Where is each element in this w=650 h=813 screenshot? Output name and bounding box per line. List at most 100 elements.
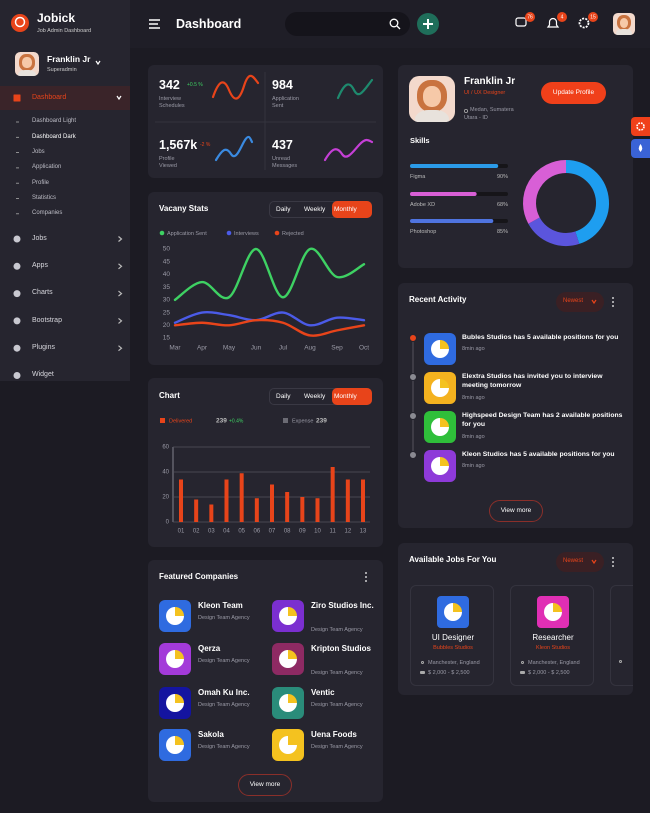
activity-time: 8min ago: [462, 433, 485, 440]
job-salary-icon: [420, 671, 425, 674]
tab[interactable]: Weekly: [304, 205, 326, 213]
activity-logo: [424, 372, 456, 404]
stat-label: Application Sent: [272, 96, 299, 109]
filter-dropdown[interactable]: [556, 552, 604, 572]
company-name: Sakola: [198, 730, 224, 739]
profile-name: Franklin Jr: [464, 76, 516, 87]
update-profile-button[interactable]: Update Profile: [541, 82, 606, 104]
brand-subtitle: Job Admin Dashboard: [37, 27, 92, 34]
company-subtitle: Design Team Agency: [198, 701, 250, 708]
tab[interactable]: Daily: [276, 205, 291, 213]
filter-dropdown[interactable]: [556, 292, 604, 312]
sidebar-avatar: [15, 52, 39, 76]
avatar-body: [616, 29, 632, 35]
company-name: Uena Foods: [311, 730, 357, 739]
company-subtitle: Design Team Agency: [311, 701, 363, 708]
icon-disc: [279, 650, 297, 668]
user-role: Superadmin: [47, 66, 77, 73]
activity-text: Kleon Studios has 5 available positions …: [462, 451, 615, 458]
active-tab: [332, 388, 372, 405]
job-card[interactable]: UI Designer Bubbles Studios Manchester, En…: [410, 585, 494, 686]
job-title: UI Designer: [431, 633, 475, 643]
menu-item[interactable]: Jobs: [32, 234, 47, 242]
stat-label: Interview Schedules: [159, 96, 185, 109]
job-logo: [437, 596, 469, 628]
avatar-face: [619, 17, 629, 28]
companies-card: [148, 560, 383, 802]
activity-logo: [424, 333, 456, 365]
company-logo: [159, 600, 191, 632]
icon-disc: [444, 603, 462, 621]
job-salary: $ 2,000 - $ 2,500: [528, 669, 570, 676]
menu-item[interactable]: Charts: [32, 289, 53, 297]
header-avatar: [613, 13, 635, 35]
activity-text: Bubles Studios has 5 available positions…: [462, 334, 619, 341]
company-subtitle: Design Team Agency: [311, 626, 363, 633]
job-salary-icon: [520, 671, 525, 674]
avatar-face: [422, 86, 442, 108]
tab[interactable]: Weekly: [304, 392, 326, 400]
search-box[interactable]: [285, 12, 410, 36]
menu-item[interactable]: Widget: [32, 371, 54, 379]
stat-value: 437: [272, 137, 293, 152]
company-logo: [272, 687, 304, 719]
menu-item[interactable]: Bootstrap: [32, 316, 62, 324]
company-name: Ziro Studios Inc.: [311, 601, 374, 610]
tab[interactable]: Monthly: [334, 205, 357, 213]
icon-disc: [166, 607, 184, 625]
submenu-item[interactable]: Application: [32, 164, 62, 171]
company-name: Omah Ku Inc.: [198, 688, 250, 697]
tab[interactable]: Monthly: [334, 392, 357, 400]
company-logo: [159, 729, 191, 761]
company-logo: [272, 600, 304, 632]
stat-value: 342: [159, 77, 180, 92]
chart-title: Vacany Stats: [159, 204, 209, 214]
icon-disc: [431, 379, 449, 397]
menu-item[interactable]: Plugins: [32, 344, 55, 351]
activity-text: Elextra Studios has invited you to inter…: [462, 373, 603, 390]
view-more-button[interactable]: View more: [489, 500, 543, 522]
menu-item[interactable]: Dashboard: [32, 93, 67, 101]
filter-label: Newest: [563, 558, 584, 565]
company-subtitle: Design Team Agency: [198, 743, 250, 750]
stat-label: Profile Viewed: [159, 156, 177, 169]
bar-chart-card: [148, 378, 383, 547]
company-logo: [159, 643, 191, 675]
profile-role: UI / UX Designer: [464, 89, 506, 96]
company-logo: [272, 643, 304, 675]
stat-label: Unread Messages: [272, 156, 298, 169]
job-location: Manchester, England: [528, 659, 580, 666]
stat-value: 984: [272, 77, 293, 92]
job-salary: $ 2,000 - $ 2,500: [428, 669, 470, 676]
company-subtitle: Design Team Agency: [198, 657, 250, 664]
menu-item[interactable]: Apps: [32, 262, 48, 270]
activity-time: 8min ago: [462, 394, 485, 401]
submenu-item[interactable]: Companies: [32, 210, 63, 217]
submenu-item[interactable]: Profile: [32, 179, 50, 186]
company-subtitle: Design Team Agency: [198, 614, 250, 621]
company-subtitle: Design Team Agency: [311, 743, 363, 750]
card-title: Available Jobs For You: [409, 555, 497, 565]
submenu-item[interactable]: Statistics: [32, 194, 57, 201]
submenu-item[interactable]: Jobs: [32, 149, 45, 155]
card-title: Recent Activity: [409, 295, 467, 305]
skills-title: Skills: [410, 135, 430, 145]
job-card[interactable]: Researcher Kleon Studios Manchester, Engla…: [510, 585, 594, 686]
job-logo: [537, 596, 569, 628]
company-logo: [272, 729, 304, 761]
submenu-item[interactable]: Dashboard Light: [32, 118, 77, 125]
tab[interactable]: Daily: [276, 392, 291, 400]
job-title: Researcher: [532, 633, 574, 643]
company-name: Kripton Studios: [311, 644, 371, 653]
skill-name: Adobe XD: [410, 201, 436, 208]
submenu-item[interactable]: Dashboard Dark: [32, 133, 76, 140]
skill-value: 68%: [496, 201, 508, 208]
settings-float[interactable]: [631, 117, 650, 136]
job-location-pin: [619, 660, 622, 663]
view-more-button[interactable]: View more: [238, 774, 292, 796]
company-subtitle: Design Team Agency: [311, 669, 363, 676]
skill-name: Photoshop: [410, 228, 437, 235]
skill-value: 90%: [496, 173, 508, 180]
theme-float[interactable]: [631, 139, 650, 158]
